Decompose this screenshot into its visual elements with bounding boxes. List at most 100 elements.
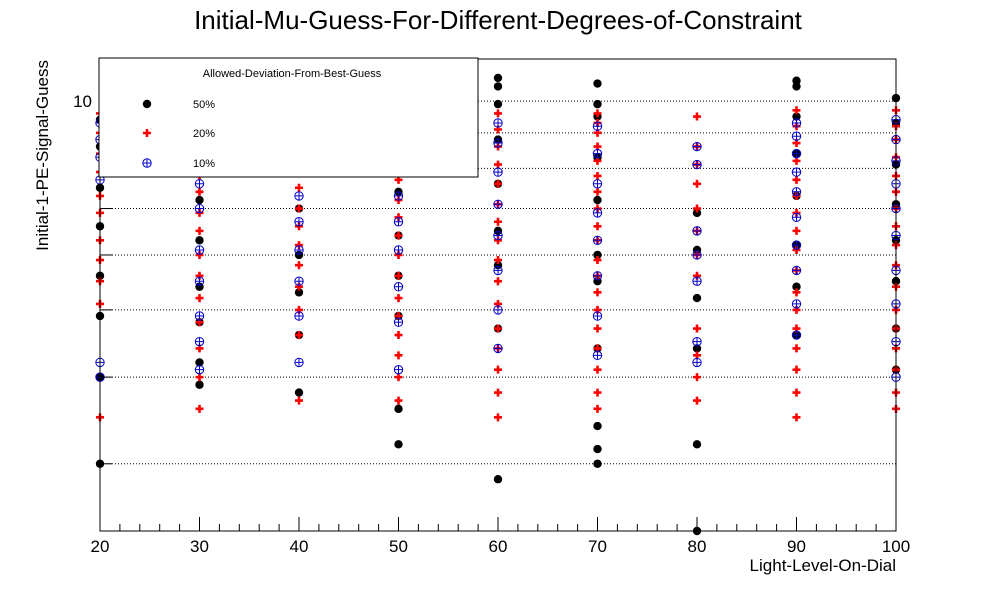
- data-point: [494, 365, 502, 374]
- data-point: [494, 217, 502, 226]
- x-tick-label: 80: [688, 537, 707, 556]
- legend-title: Allowed-Deviation-From-Best-Guess: [203, 68, 382, 80]
- data-point: [792, 388, 801, 397]
- data-point: [393, 282, 404, 292]
- legend-entry: 20%: [193, 128, 215, 140]
- data-point: [295, 204, 303, 213]
- data-point: [792, 413, 801, 422]
- data-point: [394, 231, 403, 240]
- axes: 20 30 40 50 60 70 80 90 100 10: [73, 92, 910, 556]
- data-point: [393, 317, 404, 327]
- data-point: [393, 217, 404, 227]
- data-point: [294, 388, 304, 397]
- data-point: [295, 183, 303, 192]
- data-point: [393, 245, 404, 255]
- data-point: [693, 179, 701, 188]
- data-point: [494, 256, 502, 265]
- data-point: [294, 357, 304, 368]
- legend-marker: [142, 158, 152, 168]
- data-point: [194, 245, 205, 255]
- data-point: [692, 440, 702, 449]
- legend: Allowed-Deviation-From-Best-Guess 50% 20%…: [98, 57, 479, 178]
- data-point: [693, 373, 701, 382]
- data-point: [493, 82, 503, 91]
- data-point: [494, 179, 502, 188]
- data-point: [791, 212, 802, 222]
- x-tick-label: 70: [588, 537, 607, 556]
- data-point: [593, 195, 602, 205]
- data-point: [693, 324, 701, 333]
- data-point: [494, 109, 502, 118]
- y-tick-label: 10: [73, 92, 92, 111]
- data-point: [791, 187, 802, 197]
- x-tick-label: 90: [787, 537, 806, 556]
- data-point: [494, 413, 502, 422]
- data-point: [394, 396, 403, 405]
- data-point: [692, 245, 702, 255]
- data-point: [195, 404, 204, 413]
- data-point: [593, 288, 602, 297]
- data-point: [592, 350, 603, 361]
- data-point: [194, 276, 205, 286]
- legend-entry: 50%: [193, 99, 215, 111]
- data-point: [791, 167, 802, 177]
- data-point: [592, 148, 603, 159]
- data-point: [195, 380, 204, 389]
- x-tick-label: 100: [882, 537, 910, 556]
- data-point: [593, 79, 602, 88]
- data-point: [592, 271, 603, 281]
- data-point: [493, 230, 503, 241]
- data-point: [593, 187, 602, 196]
- data-point: [394, 351, 403, 360]
- data-point: [195, 294, 204, 303]
- data-point: [493, 99, 503, 109]
- data-point: [692, 159, 702, 170]
- data-point: [394, 331, 403, 340]
- x-tick-label: 50: [389, 537, 408, 556]
- x-axis-title: Light-Level-On-Dial: [750, 556, 896, 575]
- data-point: [692, 293, 702, 303]
- data-point: [493, 138, 503, 148]
- data-point: [394, 404, 403, 414]
- data-point: [493, 199, 503, 209]
- data-point: [493, 305, 503, 315]
- data-point: [593, 459, 602, 468]
- data-point: [792, 365, 801, 374]
- data-point: [493, 475, 503, 484]
- data-point: [791, 148, 802, 159]
- data-point: [792, 106, 801, 115]
- data-point: [194, 179, 205, 189]
- legend-marker: [143, 129, 151, 137]
- data-point: [791, 240, 802, 250]
- data-point: [692, 357, 702, 368]
- data-point: [195, 187, 204, 196]
- data-point: [792, 112, 801, 121]
- data-point: [593, 171, 602, 180]
- data-point: [791, 265, 802, 276]
- data-point: [593, 444, 602, 454]
- data-point: [693, 112, 701, 121]
- data-point: [195, 373, 204, 382]
- data-point: [295, 396, 303, 405]
- data-point: [593, 404, 602, 413]
- data-point: [494, 277, 502, 286]
- x-tick-label: 60: [489, 537, 508, 556]
- data-point: [791, 131, 802, 141]
- data-point: [493, 343, 503, 354]
- data-point: [692, 208, 702, 218]
- data-point: [692, 344, 702, 353]
- x-tick-label: 30: [190, 537, 209, 556]
- data-point: [294, 245, 304, 255]
- data-point: [294, 191, 304, 201]
- data-point: [792, 288, 801, 297]
- data-point: [792, 226, 801, 235]
- data-point: [194, 203, 205, 214]
- data-point: [693, 396, 701, 405]
- data-point: [593, 222, 602, 231]
- x-tick-label: 40: [290, 537, 309, 556]
- data-point: [593, 388, 602, 397]
- data-point: [693, 204, 701, 213]
- data-point: [593, 109, 602, 118]
- data-point: [394, 373, 403, 382]
- data-point: [593, 324, 602, 333]
